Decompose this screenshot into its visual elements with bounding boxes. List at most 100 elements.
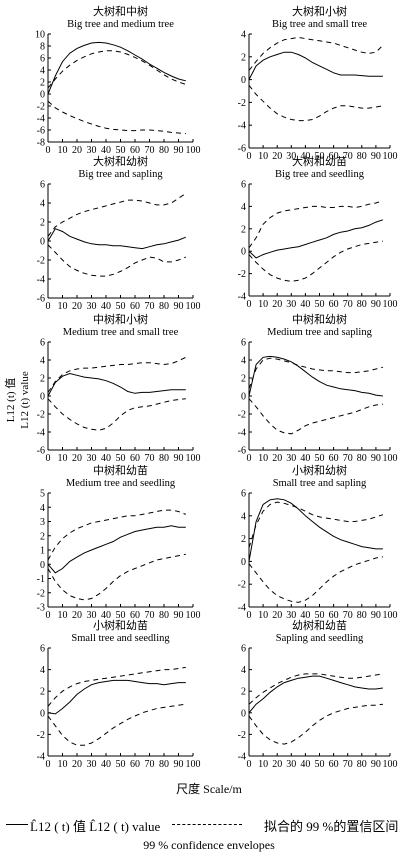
y-tick-label: -6 xyxy=(238,446,246,457)
y-tick-label: -2 xyxy=(37,256,45,267)
x-tick-label: 100 xyxy=(186,453,201,464)
y-tick-label: 4 xyxy=(241,665,246,676)
panel-title-cn: 大树和小树 xyxy=(292,4,347,18)
L12-line xyxy=(47,525,186,574)
y-tick-label: -3 xyxy=(37,603,45,614)
y-tick-label: -4 xyxy=(238,428,246,439)
x-tick-label: 20 xyxy=(72,145,82,156)
x-tick-label: 20 xyxy=(272,151,282,162)
panel-title-cn: 中树和小树 xyxy=(93,312,148,326)
x-tick-label: 80 xyxy=(357,299,367,310)
x-tick-label: 100 xyxy=(186,759,201,770)
x-tick-label: 40 xyxy=(300,453,310,464)
y-tick-label: 2 xyxy=(241,52,246,63)
L12-line xyxy=(248,498,383,562)
x-tick-label: 10 xyxy=(58,759,68,770)
y-tick-label: -2 xyxy=(238,269,246,280)
y-tick-label: 0 xyxy=(40,560,45,571)
x-tick-label: 40 xyxy=(300,151,310,162)
x-tick-label: 0 xyxy=(247,299,252,310)
x-tick-label: 0 xyxy=(247,610,252,621)
panel-title-cn: 中树和幼苗 xyxy=(93,463,148,477)
panel-title-cn: 中树和幼树 xyxy=(292,312,347,326)
y-tick-label: 0 xyxy=(241,557,246,568)
panel-title-en: Small tree and seedling xyxy=(71,633,170,644)
y-tick-label: -4 xyxy=(238,752,246,763)
x-tick-label: 20 xyxy=(72,453,82,464)
x-tick-label: 0 xyxy=(247,453,252,464)
x-tick-label: 70 xyxy=(145,301,155,312)
envelope-line-1 xyxy=(47,356,187,393)
y-tick-label: -2 xyxy=(238,410,246,421)
x-tick-label: 40 xyxy=(300,299,310,310)
x-tick-label: 0 xyxy=(46,301,51,312)
envelope-line-1 xyxy=(248,200,384,249)
x-tick-label: 10 xyxy=(258,759,268,770)
y-tick-label: -4 xyxy=(238,121,246,132)
x-tick-label: 60 xyxy=(329,453,339,464)
y-tick-label: 10 xyxy=(35,30,45,41)
x-tick-label: 70 xyxy=(343,759,353,770)
x-tick-label: 40 xyxy=(300,759,310,770)
y-tick-label: 0 xyxy=(241,392,246,403)
x-tick-label: 20 xyxy=(272,759,282,770)
x-tick-label: 20 xyxy=(272,299,282,310)
x-tick-label: 90 xyxy=(371,453,381,464)
y-tick-label: 8 xyxy=(40,42,45,53)
x-tick-label: 0 xyxy=(46,610,51,621)
x-tick-label: 20 xyxy=(72,301,82,312)
y-tick-label: 6 xyxy=(241,489,246,500)
y-tick-label: 4 xyxy=(40,199,45,210)
x-tick-label: 30 xyxy=(87,453,97,464)
panel-title-en: Big tree and small tree xyxy=(272,19,367,30)
envelope-line-2 xyxy=(248,84,383,122)
y-tick-label: 6 xyxy=(241,644,246,655)
panel-title-cn: 大树和幼树 xyxy=(93,154,148,168)
y-axis-label-en: L12 (t) value xyxy=(19,371,31,429)
x-tick-label: 60 xyxy=(130,453,140,464)
y-tick-label: 2 xyxy=(40,218,45,229)
panel-title-en: Sapling and seedling xyxy=(276,633,364,644)
x-tick-label: 60 xyxy=(329,151,339,162)
x-tick-label: 50 xyxy=(315,453,325,464)
x-tick-label: 40 xyxy=(101,301,111,312)
y-tick-label: 2 xyxy=(40,374,45,385)
y-tick-label: 6 xyxy=(40,644,45,655)
x-tick-label: 100 xyxy=(383,759,398,770)
panel-title-en: Big tree and sapling xyxy=(78,169,163,180)
x-tick-label: 10 xyxy=(258,151,268,162)
legend-dashed-label: 拟合的 99 %的置信区间 xyxy=(264,819,399,834)
x-tick-label: 30 xyxy=(87,610,97,621)
x-tick-label: 90 xyxy=(371,610,381,621)
L12-line xyxy=(47,228,186,250)
x-tick-label: 60 xyxy=(130,145,140,156)
envelope-line-1 xyxy=(47,666,186,707)
envelope-line-2 xyxy=(248,398,383,435)
x-tick-label: 50 xyxy=(116,759,126,770)
x-tick-label: 10 xyxy=(58,145,68,156)
panel-title-cn: 大树和中树 xyxy=(93,4,148,18)
y-tick-label: 2 xyxy=(40,687,45,698)
x-tick-label: 20 xyxy=(72,610,82,621)
envelope-line-2 xyxy=(47,100,186,135)
y-tick-label: -8 xyxy=(37,138,45,149)
x-tick-label: 80 xyxy=(357,759,367,770)
x-tick-label: 40 xyxy=(101,759,111,770)
x-tick-label: 70 xyxy=(343,610,353,621)
x-tick-label: 20 xyxy=(272,610,282,621)
y-tick-label: 6 xyxy=(40,180,45,191)
envelope-line-1 xyxy=(248,357,384,389)
y-tick-label: -2 xyxy=(37,410,45,421)
x-tick-label: 80 xyxy=(159,610,169,621)
x-tick-label: 100 xyxy=(186,301,201,312)
y-tick-label: 3 xyxy=(40,517,45,528)
x-tick-label: 60 xyxy=(130,301,140,312)
x-tick-label: 10 xyxy=(258,453,268,464)
x-tick-label: 80 xyxy=(159,453,169,464)
L12-line xyxy=(47,372,186,397)
x-tick-label: 80 xyxy=(357,453,367,464)
